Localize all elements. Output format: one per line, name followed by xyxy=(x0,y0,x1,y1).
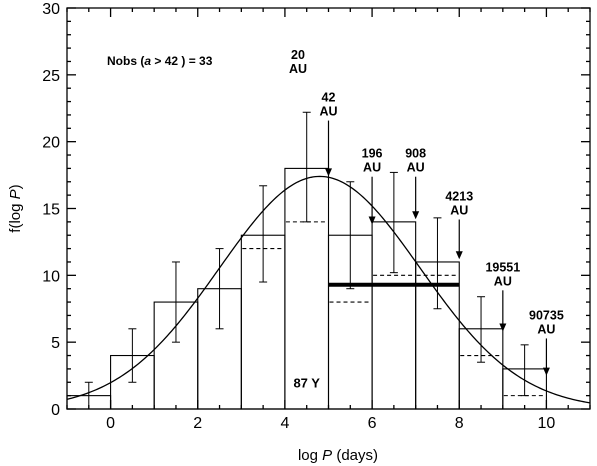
x-tick-label: 0 xyxy=(106,415,115,432)
text-87y: 87 Y xyxy=(293,376,320,391)
y-tick-label: 20 xyxy=(42,135,60,152)
y-axis-label: f(log P) xyxy=(7,184,24,232)
marker-label: 196 xyxy=(362,147,383,161)
marker-label: 19551 xyxy=(485,260,520,274)
marker-unit: AU xyxy=(363,161,381,175)
marker-label: 4213 xyxy=(445,189,473,203)
y-tick-label: 15 xyxy=(42,202,60,219)
marker-unit: AU xyxy=(407,161,425,175)
x-tick-label: 8 xyxy=(455,415,464,432)
marker-arrowhead xyxy=(542,367,550,376)
marker-arrowhead xyxy=(368,216,376,225)
marker-arrowhead xyxy=(455,251,463,260)
x-tick-label: 4 xyxy=(280,415,289,432)
marker-unit: AU xyxy=(450,203,468,217)
marker-label: 90735 xyxy=(529,308,564,322)
y-tick-label: 25 xyxy=(42,68,60,85)
y-tick-label: 30 xyxy=(42,1,60,18)
y-tick-label: 0 xyxy=(51,402,60,419)
y-tick-label: 5 xyxy=(51,335,60,352)
marker-label: 20 xyxy=(291,48,305,62)
marker-label: 42 xyxy=(322,91,336,105)
error-bars xyxy=(84,111,529,410)
y-tick-label: 10 xyxy=(42,268,60,285)
marker-arrowhead xyxy=(499,323,507,332)
marker-arrowhead xyxy=(325,168,332,177)
marker-unit: AU xyxy=(289,62,307,76)
x-tick-label: 6 xyxy=(368,415,377,432)
nobs-annotation: Nobs (a > 42 ) = 33 xyxy=(107,54,213,68)
marker-arrowhead xyxy=(412,211,420,220)
axes: 0 5 10 15 20 25 30 0 2 4 6 8 10 xyxy=(42,1,591,432)
gaussian-fit-curve xyxy=(66,175,591,404)
marker-unit: AU xyxy=(494,274,512,288)
marker-unit: AU xyxy=(319,105,337,119)
marker-label: 908 xyxy=(405,147,426,161)
marker-unit: AU xyxy=(537,322,555,336)
x-tick-label: 10 xyxy=(538,415,556,432)
x-axis-label: log P (days) xyxy=(298,447,378,464)
x-tick-label: 2 xyxy=(193,415,202,432)
